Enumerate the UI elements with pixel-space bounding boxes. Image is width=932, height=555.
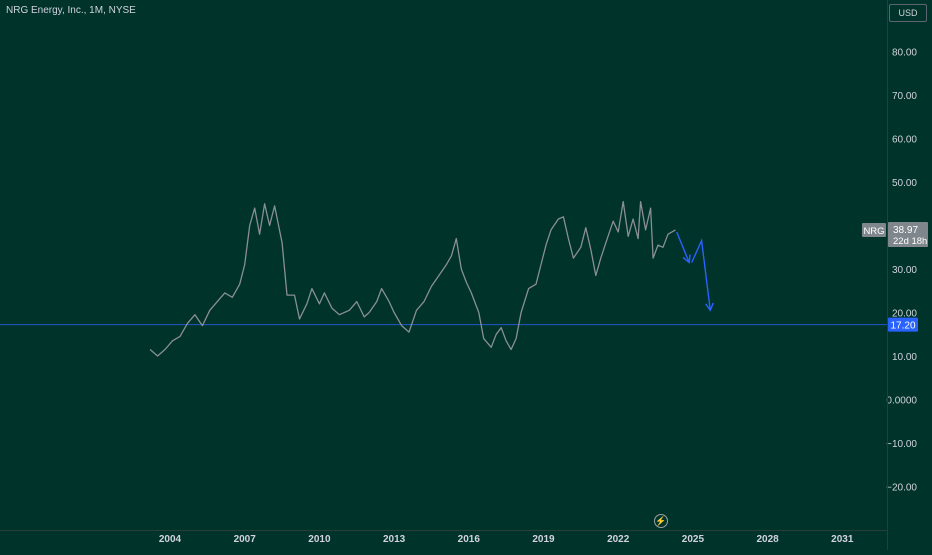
arrow-drawing-2 (691, 238, 711, 311)
lightning-icon[interactable]: ⚡ (654, 514, 668, 528)
x-tick-label: 2019 (532, 534, 555, 545)
y-tick-label: 20.00 (892, 309, 917, 320)
y-tick-label: 80.00 (892, 48, 917, 59)
countdown-label: 22d 18h (893, 236, 927, 247)
last-price-label: 38.97 (893, 225, 918, 236)
x-tick-label: 2031 (831, 534, 854, 545)
x-tick-label: 2010 (308, 534, 331, 545)
x-tick-label: 2025 (682, 534, 705, 545)
y-tick-label: 70.00 (892, 91, 917, 102)
currency-button[interactable]: USD (889, 4, 927, 22)
time-axis-divider (0, 530, 887, 531)
line-price-label: 17.20 (890, 321, 915, 332)
y-tick-label: −10.00 (886, 439, 917, 450)
y-tick-label: 60.00 (892, 135, 917, 146)
price-axis-divider (887, 0, 888, 550)
last-price-badge (888, 222, 928, 247)
y-tick-label: −20.00 (886, 483, 917, 494)
line-price-badge (888, 317, 918, 332)
x-tick-label: 2004 (159, 534, 182, 545)
symbol-title: NRG Energy, Inc., 1M, NYSE (6, 5, 136, 16)
y-tick-label: 30.00 (892, 265, 917, 276)
arrow-drawing-1 (676, 231, 690, 263)
y-tick-label: 10.00 (892, 352, 917, 363)
x-tick-label: 2028 (756, 534, 779, 545)
x-tick-label: 2007 (234, 534, 257, 545)
x-tick-label: 2013 (383, 534, 406, 545)
price-line (149, 200, 676, 357)
y-tick-label: 0.0000 (886, 396, 917, 407)
arrow-head-1 (682, 254, 691, 264)
x-tick-label: 2016 (458, 534, 481, 545)
x-tick-label: 2022 (607, 534, 630, 545)
symbol-badge-label: NRG (863, 226, 884, 237)
y-tick-label: 50.00 (892, 178, 917, 189)
symbol-badge (862, 223, 886, 237)
arrow-head-2 (705, 302, 714, 312)
